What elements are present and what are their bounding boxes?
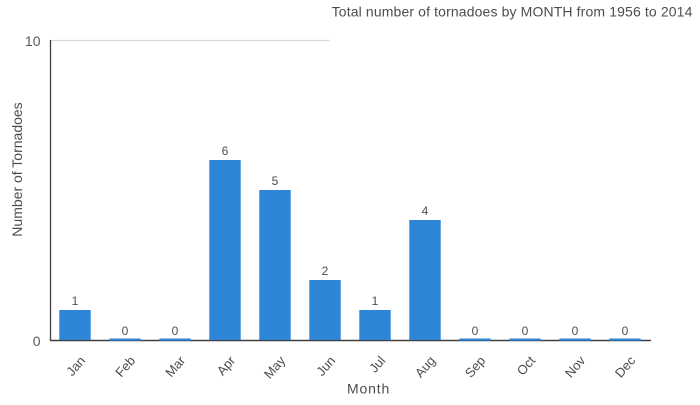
svg-text:1: 1 — [372, 294, 379, 308]
svg-text:Dec: Dec — [612, 353, 639, 381]
svg-text:1: 1 — [72, 294, 79, 308]
svg-text:Mar: Mar — [162, 353, 188, 380]
svg-text:Jun: Jun — [313, 353, 338, 379]
svg-text:Aug: Aug — [412, 353, 439, 380]
svg-text:Month: Month — [347, 381, 390, 397]
svg-text:0: 0 — [472, 324, 479, 338]
svg-text:0: 0 — [172, 324, 179, 338]
svg-text:4: 4 — [422, 204, 429, 218]
svg-text:6: 6 — [222, 144, 229, 158]
svg-text:10: 10 — [25, 33, 41, 49]
svg-text:Number of Tornadoes: Number of Tornadoes — [9, 102, 25, 236]
svg-text:Total number of tornadoes by M: Total number of tornadoes by MONTH from … — [332, 4, 693, 20]
svg-text:Jan: Jan — [63, 353, 88, 379]
svg-text:Apr: Apr — [214, 353, 239, 379]
svg-text:Oct: Oct — [514, 353, 539, 378]
svg-text:Nov: Nov — [562, 353, 589, 381]
svg-text:Jul: Jul — [366, 353, 388, 375]
svg-text:Sep: Sep — [462, 353, 489, 380]
svg-text:0: 0 — [33, 333, 41, 349]
svg-text:5: 5 — [272, 174, 279, 188]
svg-text:0: 0 — [122, 324, 129, 338]
svg-text:0: 0 — [572, 324, 579, 338]
svg-text:May: May — [261, 353, 289, 382]
svg-text:2: 2 — [322, 264, 329, 278]
svg-text:Feb: Feb — [112, 353, 138, 380]
svg-text:0: 0 — [622, 324, 629, 338]
svg-text:0: 0 — [522, 324, 529, 338]
